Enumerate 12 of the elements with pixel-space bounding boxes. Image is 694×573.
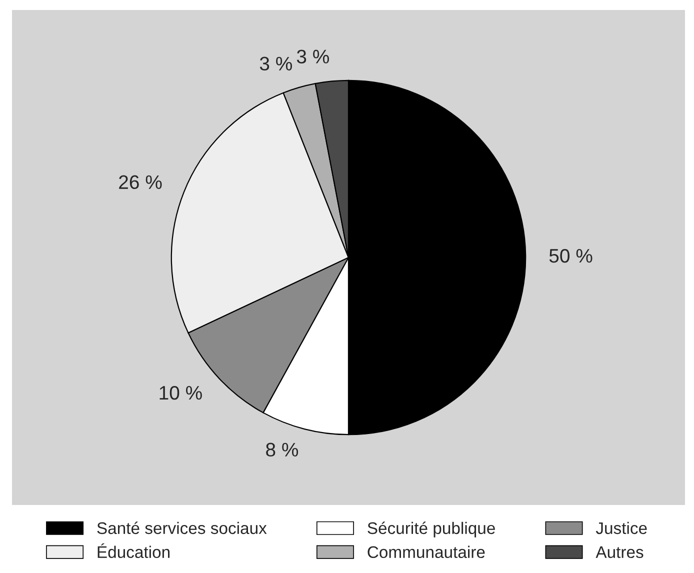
legend-label: Justice (596, 522, 647, 534)
data-label: 3 % (296, 50, 329, 64)
data-label: 50 % (549, 248, 592, 263)
data-label: 3 % (260, 56, 292, 71)
legend-label: Santé services sociaux (97, 522, 267, 534)
legend-label: Communautaire (368, 546, 485, 558)
legend-label: Autres (596, 546, 644, 558)
legend-label: Sécurité publique (368, 522, 495, 538)
legend-label: Éducation (98, 543, 170, 558)
data-label: 26 % (119, 175, 162, 190)
data-label: 8 % (266, 442, 298, 457)
data-label: 10 % (160, 386, 202, 400)
